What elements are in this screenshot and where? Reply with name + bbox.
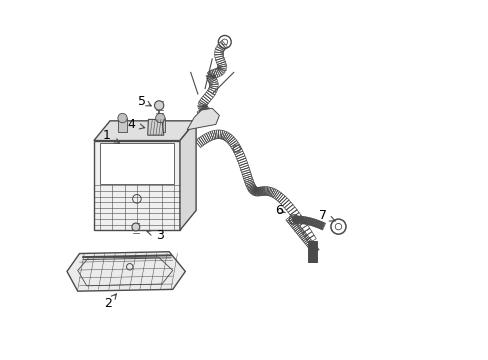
Text: 4: 4 [127, 118, 144, 131]
Text: 7: 7 [319, 210, 335, 222]
Polygon shape [94, 140, 180, 230]
Polygon shape [187, 108, 219, 130]
Text: 3: 3 [147, 229, 164, 242]
Circle shape [292, 218, 295, 221]
Text: 1: 1 [102, 129, 120, 144]
Polygon shape [155, 118, 164, 132]
Polygon shape [67, 252, 185, 291]
Circle shape [154, 101, 163, 110]
Circle shape [155, 113, 164, 123]
Polygon shape [100, 143, 174, 184]
Text: 5: 5 [138, 95, 151, 108]
Polygon shape [147, 120, 163, 135]
Polygon shape [118, 118, 127, 132]
Circle shape [132, 223, 140, 231]
Circle shape [118, 113, 127, 123]
Text: 6: 6 [274, 204, 285, 217]
Polygon shape [94, 121, 196, 140]
Text: 2: 2 [104, 294, 116, 310]
Polygon shape [180, 121, 196, 230]
